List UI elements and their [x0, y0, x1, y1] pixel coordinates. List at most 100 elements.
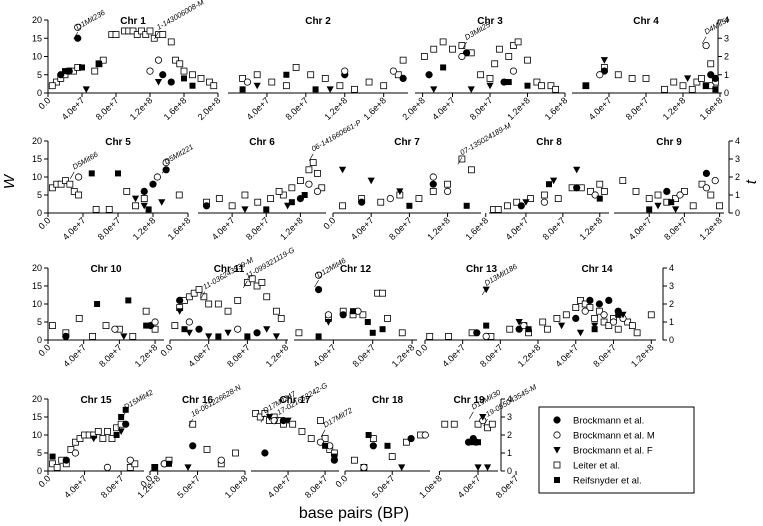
annotation-leader: [69, 171, 75, 179]
right-tick-label: 2: [669, 299, 674, 309]
point-leiter: [716, 202, 723, 210]
x-tick-label: 1.6e+8: [361, 95, 388, 122]
point-brockmann-m: [146, 67, 154, 75]
panel-title: Chr 16: [182, 395, 214, 406]
left-tick-label: 5: [37, 70, 42, 80]
point-brockmann: [202, 202, 211, 210]
point-brockmann-m: [429, 173, 437, 181]
x-tick-label: 1.6e+8: [463, 215, 490, 242]
point-leiter: [486, 75, 494, 82]
point-leiter: [91, 67, 99, 75]
point-leiter: [533, 78, 541, 86]
x-tick-label: 1.2e+8: [128, 95, 155, 122]
point-leiter: [89, 332, 97, 340]
point-leiter: [189, 71, 196, 79]
point-leiter: [399, 56, 407, 64]
point-leiter: [491, 60, 499, 68]
point-leiter: [228, 202, 236, 210]
point-leiter: [305, 166, 313, 174]
point-leiter: [48, 184, 56, 192]
left-tick-label: 10: [32, 430, 42, 440]
point-leiter: [654, 191, 662, 199]
marker-annotation: 1-143006008-M: [155, 0, 206, 32]
point-leiter: [477, 71, 485, 79]
point-leiter: [248, 275, 256, 283]
x-tick-label: 0.0: [333, 473, 349, 489]
legend-marker-brockmann-f: [553, 447, 561, 454]
x-tick-label: 4.0e+7: [60, 95, 87, 122]
point-brockmann-m: [702, 184, 711, 192]
right-tick-label: 3: [669, 281, 674, 291]
point-leiter: [254, 198, 262, 206]
point-brockmann-f: [272, 333, 280, 340]
point-leiter: [504, 202, 511, 210]
point-reifsnyder: [322, 442, 329, 449]
point-brockmann-f: [241, 206, 249, 213]
x-tick-label: 4.0e+7: [210, 215, 237, 242]
point-brockmann-m: [111, 325, 119, 333]
point-leiter: [426, 332, 434, 340]
point-reifsnyder: [384, 442, 391, 449]
point-leiter: [484, 424, 491, 432]
right-tick-label: 4: [669, 263, 674, 273]
point-brockmann-m: [360, 463, 368, 471]
point-brockmann-f: [338, 166, 347, 174]
right-tick-label: 3: [507, 412, 512, 422]
left-tick-label: 15: [32, 412, 42, 422]
point-brockmann-f: [205, 333, 213, 340]
x-tick-label: 4.0e+7: [62, 473, 89, 500]
point-leiter: [538, 82, 545, 90]
x-tick-label: 1.2e+8: [516, 342, 543, 369]
right-tick-label: 2: [507, 430, 512, 440]
point-reifsnyder: [475, 439, 482, 446]
point-leiter: [159, 31, 167, 39]
x-tick-label: 1.2e+8: [661, 95, 688, 122]
point-reifsnyder: [525, 326, 532, 333]
point-reifsnyder: [505, 79, 512, 86]
annotation-leader: [701, 36, 707, 44]
point-leiter: [133, 31, 141, 39]
panel-title: Chr 8: [536, 137, 562, 148]
point-brockmann-m: [154, 56, 163, 64]
point-leiter: [112, 31, 120, 39]
point-leiter: [252, 409, 260, 417]
marker-annotation: D1Mit236: [74, 7, 107, 31]
point-leiter: [123, 187, 131, 195]
left-axis-row-1: 0 5 10 15 20: [32, 15, 49, 98]
left-tick-label: 20: [32, 394, 42, 404]
point-brockmann-f: [117, 428, 125, 435]
annotation-leader: [200, 291, 206, 299]
point-leiter: [232, 449, 239, 457]
point-leiter: [53, 78, 60, 86]
point-brockmann-f: [474, 464, 482, 471]
point-leiter: [321, 75, 329, 82]
x-tick-label: 8.0e+7: [94, 95, 121, 122]
point-brockmann-f: [398, 464, 406, 471]
point-reifsnyder: [115, 170, 121, 177]
point-leiter: [587, 187, 594, 195]
point-reifsnyder: [315, 333, 322, 340]
annotation-leader: [308, 153, 314, 161]
point-brockmann-f: [367, 177, 375, 185]
point-leiter: [595, 307, 603, 315]
point-leiter: [224, 307, 232, 315]
point-brockmann-f: [253, 82, 261, 90]
panel-title: Chr 1: [120, 16, 146, 27]
point-reifsnyder: [369, 329, 376, 336]
point-reifsnyder: [365, 432, 372, 438]
point-leiter: [450, 420, 458, 428]
panel-title: Chr 10: [90, 264, 122, 275]
panel-chr-6: 4.0e+7 8.0e+7 1.2e+8 Chr 6 06-141660661-P: [198, 118, 363, 242]
point-reifsnyder: [582, 82, 589, 89]
point-brockmann: [429, 180, 437, 188]
right-tick-label: 1: [724, 70, 729, 80]
x-tick-label: 4.0e+7: [311, 342, 338, 369]
point-leiter: [339, 202, 346, 210]
point-leiter: [215, 195, 223, 203]
point-brockmann: [62, 332, 70, 340]
